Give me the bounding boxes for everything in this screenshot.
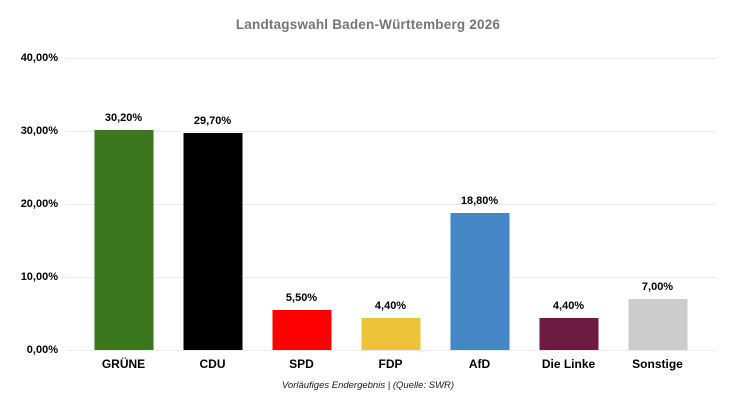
gridline <box>66 277 716 278</box>
bar-column: 29,70% CDU <box>168 58 257 371</box>
category-label: Die Linke <box>541 357 596 371</box>
category-label: CDU <box>199 357 226 371</box>
category-label: GRÜNE <box>101 357 146 371</box>
bar <box>272 309 331 350</box>
bars-layer: 30,20% GRÜNE 29,70% CDU 5,50% SPD 4,40% FDP 18,8… <box>79 58 702 371</box>
gridline <box>66 204 716 205</box>
bar-value-label: 4,40% <box>552 299 585 312</box>
y-axis-tick-label: 40,00% <box>20 52 58 64</box>
bar <box>539 317 598 350</box>
bar <box>361 317 420 350</box>
bar-value-label: 5,50% <box>285 291 318 304</box>
gridline <box>66 131 716 132</box>
bar-column: 4,40% Die Linke <box>524 58 613 371</box>
bar <box>183 133 242 350</box>
bar-column: 5,50% SPD <box>257 58 346 371</box>
bar <box>94 129 153 350</box>
bar-value-label: 29,70% <box>193 115 232 128</box>
plot-area: 0,00% 10,00% 20,00% 30,00% 40,00% 30,20% GRÜN… <box>21 52 716 371</box>
y-axis-tick-label: 30,00% <box>20 125 58 137</box>
bar <box>450 212 509 350</box>
category-label: SPD <box>289 357 314 371</box>
bar-column: 18,80% AfD <box>435 58 524 371</box>
bar-column: 7,00% Sonstige <box>613 58 702 371</box>
bar-value-label: 4,40% <box>374 299 407 312</box>
bar-value-label: 7,00% <box>641 280 674 293</box>
bar-value-label: 30,20% <box>104 111 143 124</box>
category-label: FDP <box>378 357 403 371</box>
gridline <box>66 58 716 59</box>
y-axis-tick-label: 0,00% <box>26 344 58 356</box>
bar-value-label: 18,80% <box>460 194 499 207</box>
y-axis-tick-label: 20,00% <box>20 198 58 210</box>
bar <box>628 298 687 350</box>
y-axis-tick-label: 10,00% <box>20 271 58 283</box>
gridline <box>66 350 716 351</box>
bar-column: 4,40% FDP <box>346 58 435 371</box>
bar-column: 30,20% GRÜNE <box>79 58 168 371</box>
chart-title: Landtagswahl Baden-Württemberg 2026 <box>235 17 501 32</box>
chart-footnote: Vorläufiges Endergebnis | (Quelle: SWR) <box>281 380 455 391</box>
category-label: AfD <box>468 357 491 371</box>
category-label: Sonstige <box>632 357 683 371</box>
